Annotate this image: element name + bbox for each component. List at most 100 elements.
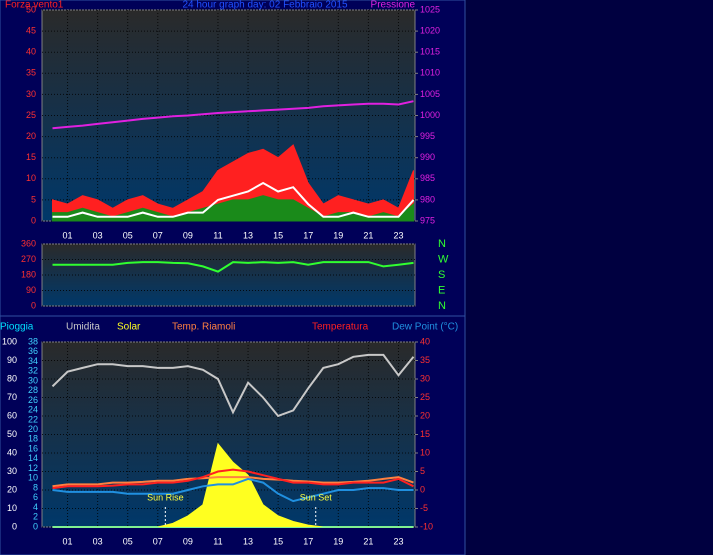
y2-tick-label: 1010 xyxy=(420,68,440,78)
y2-tick-label: 1015 xyxy=(420,47,440,57)
y3-tick-label: 36 xyxy=(28,346,38,356)
y-tick-label: 40 xyxy=(7,447,17,457)
y-tick-label: 20 xyxy=(26,131,36,141)
y-tick-label: 10 xyxy=(26,173,36,183)
y2-tick-label: -5 xyxy=(420,503,428,513)
y2-tick-label: 995 xyxy=(420,131,435,141)
y2-tick-label: 1005 xyxy=(420,89,440,99)
y2-tick-label: 30 xyxy=(420,373,430,383)
x-tick-label: 11 xyxy=(213,230,222,240)
annotation: Sun Set xyxy=(300,492,333,502)
legend-label: Dew Point (°C) xyxy=(392,322,458,333)
y-tick-label: 180 xyxy=(21,269,36,279)
y3-tick-label: 20 xyxy=(28,424,38,434)
y3-tick-label: 22 xyxy=(28,414,38,424)
y3-tick-label: 26 xyxy=(28,395,38,405)
y3-tick-label: 8 xyxy=(33,482,38,492)
y3-tick-label: 16 xyxy=(28,443,38,453)
y-tick-label: 270 xyxy=(21,254,36,264)
legend-label: Umidita xyxy=(66,322,100,333)
x-tick-label: 17 xyxy=(303,536,313,546)
y-tick-label: 90 xyxy=(7,355,17,365)
y2-tick-label: 10 xyxy=(420,447,430,457)
x-tick-label: 19 xyxy=(333,230,343,240)
legend-label: Solar xyxy=(117,322,141,333)
y2-tick-label: 25 xyxy=(420,392,430,402)
x-tick-label: 15 xyxy=(273,536,283,546)
series-line xyxy=(52,468,414,490)
x-tick-label: 11 xyxy=(213,536,222,546)
x-tick-label: 21 xyxy=(363,230,373,240)
y3-tick-label: 24 xyxy=(28,405,38,415)
y-tick-label: 60 xyxy=(7,410,17,420)
x-tick-label: 23 xyxy=(393,536,403,546)
chart-title: 24 hour graph day: 02 Febbraio 2015 xyxy=(182,0,348,11)
y2-tick-label: 990 xyxy=(420,152,435,162)
y-tick-label: 360 xyxy=(21,238,36,248)
series-line xyxy=(51,353,415,418)
y2-tick-label: 980 xyxy=(420,194,435,204)
y-tick-label: 80 xyxy=(7,373,17,383)
y-tick-label: 45 xyxy=(26,25,36,35)
x-tick-label: 09 xyxy=(183,536,193,546)
y3-tick-label: 30 xyxy=(28,375,38,385)
x-tick-label: 03 xyxy=(93,230,103,240)
y2-tick-label: 5 xyxy=(420,466,425,476)
y2-tick-label: 0 xyxy=(420,484,425,494)
y2-tick-label: 975 xyxy=(420,215,435,225)
legend-label: Temp. Riamoli xyxy=(172,322,235,333)
y-tick-label: 50 xyxy=(7,429,17,439)
y-tick-label: 0 xyxy=(31,300,36,310)
y3-tick-label: 14 xyxy=(28,453,38,463)
y3-tick-label: 0 xyxy=(33,521,38,531)
y3-tick-label: 12 xyxy=(28,463,38,473)
x-tick-label: 15 xyxy=(273,230,283,240)
y3-tick-label: 38 xyxy=(28,336,38,346)
y-tick-label: 30 xyxy=(26,89,36,99)
y-tick-label: 25 xyxy=(26,110,36,120)
legend-label: Forza vento1 xyxy=(5,0,64,11)
series-area xyxy=(52,144,414,222)
y-tick-label: 10 xyxy=(7,503,17,513)
legend-label: Temperatura xyxy=(312,322,369,333)
y2-tick-label: N xyxy=(438,238,446,250)
y-tick-label: 5 xyxy=(31,194,36,204)
x-tick-label: 21 xyxy=(363,536,373,546)
y2-tick-label: 1020 xyxy=(420,25,440,35)
x-tick-label: 09 xyxy=(183,230,193,240)
series-line xyxy=(52,181,415,218)
x-tick-label: 13 xyxy=(243,230,253,240)
x-tick-label: 05 xyxy=(123,230,133,240)
y2-tick-label: 1025 xyxy=(420,4,440,14)
y3-tick-label: 6 xyxy=(33,492,38,502)
x-tick-label: 07 xyxy=(153,536,163,546)
x-tick-label: 05 xyxy=(123,536,133,546)
y3-tick-label: 28 xyxy=(28,385,38,395)
y-tick-label: 90 xyxy=(26,285,36,295)
x-tick-label: 13 xyxy=(243,536,253,546)
y3-tick-label: 4 xyxy=(33,502,38,512)
y-tick-label: 30 xyxy=(7,466,17,476)
y-tick-label: 0 xyxy=(12,521,17,531)
y-tick-label: 15 xyxy=(26,152,36,162)
series-area xyxy=(52,195,414,222)
series-line xyxy=(52,100,414,130)
series-line xyxy=(52,477,414,503)
y-tick-label: 0 xyxy=(31,215,36,225)
y2-tick-label: 985 xyxy=(420,173,435,183)
x-tick-label: 01 xyxy=(63,230,73,240)
y-tick-label: 100 xyxy=(2,336,17,346)
y3-tick-label: 18 xyxy=(28,434,38,444)
x-tick-label: 17 xyxy=(303,230,313,240)
y2-tick-label: -10 xyxy=(420,521,433,531)
x-tick-label: 19 xyxy=(333,536,343,546)
y-tick-label: 40 xyxy=(26,47,36,57)
y2-tick-label: E xyxy=(438,284,445,296)
y2-tick-label: 1000 xyxy=(420,110,440,120)
y2-tick-label: 20 xyxy=(420,410,430,420)
y-tick-label: 20 xyxy=(7,484,17,494)
y2-tick-label: 35 xyxy=(420,355,430,365)
y3-tick-label: 10 xyxy=(28,473,38,483)
series-line xyxy=(52,261,414,273)
